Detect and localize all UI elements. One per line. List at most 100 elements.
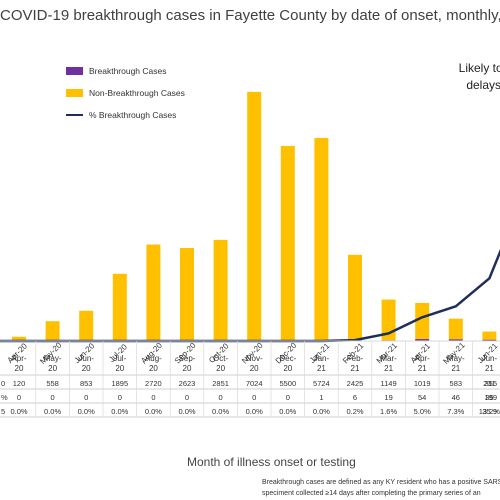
table-cell-breakthrough: 6 (353, 393, 357, 402)
table-header-year: 21 (451, 364, 460, 373)
table-cell-percent: 0.0% (10, 407, 27, 416)
table-header-year: 20 (250, 364, 259, 373)
table-header-month: Sep- (179, 354, 196, 363)
legend-swatch-non-breakthrough (66, 89, 83, 97)
table-cell-total: 5500 (279, 379, 296, 388)
table-header-year: 20 (149, 364, 158, 373)
table-cell-breakthrough: 1 (319, 393, 323, 402)
table-cell-percent: 0.0% (78, 407, 95, 416)
bar-non-breakthrough (180, 247, 194, 341)
table-cell-breakthrough: 0 (118, 393, 122, 402)
table-cell-breakthrough: 0 (286, 393, 290, 402)
bar-non-breakthrough (146, 244, 161, 341)
table-header-month: May- (44, 354, 62, 363)
bar-breakthrough (448, 339, 463, 341)
table-header-year: 20 (48, 364, 57, 373)
table-cell-percent: 0.0% (111, 407, 128, 416)
bar-non-breakthrough (314, 137, 329, 341)
bar-non-breakthrough (381, 299, 396, 341)
table-cell-breakthrough: 199 (484, 393, 497, 402)
bar-non-breakthrough (213, 239, 228, 341)
table-header-year: 21 (384, 364, 393, 373)
table-header-year: 20 (115, 364, 124, 373)
bar-non-breakthrough (247, 91, 262, 341)
table-cell-total: 120 (13, 379, 26, 388)
x-axis-title: Month of illness onset or testing (187, 455, 356, 469)
table-header-month: Apr- (415, 354, 430, 363)
table-cell-breakthrough: 0 (151, 393, 155, 402)
table-header-year: 21 (351, 364, 360, 373)
table-cell-total: 5724 (313, 379, 330, 388)
table-cell-total: 1019 (414, 379, 431, 388)
footnote-line-1: Breakthrough cases are defined as any KY… (262, 479, 500, 486)
table-cell-total: 231 (483, 379, 496, 388)
table-cell-total: 7024 (246, 379, 263, 388)
bar-breakthrough (415, 339, 430, 341)
table-edge-cell: % (1, 393, 8, 402)
table-cell-percent: 7.3% (447, 407, 464, 416)
table-edge-cell: 5 (1, 407, 5, 416)
table-cell-percent: 0.0% (246, 407, 263, 416)
table-cell-percent: 35.9 (482, 407, 497, 416)
table-header-year: 21 (418, 364, 427, 373)
table-header-month: Jan- (314, 354, 330, 363)
table-header-month: Jun- (482, 354, 498, 363)
table-header-month: Nov- (246, 354, 263, 363)
table-cell-percent: 0.2% (346, 407, 363, 416)
chart-title: COVID-19 breakthrough cases in Fayette C… (0, 7, 500, 24)
table-cell-total: 1895 (111, 379, 128, 388)
table-cell-percent: 0.0% (313, 407, 330, 416)
table-header-month: Jun- (78, 354, 94, 363)
table-cell-percent: 0.0% (279, 407, 296, 416)
table-cell-breakthrough: 0 (252, 393, 256, 402)
legend-label-breakthrough: Breakthrough Cases (89, 66, 167, 76)
legend-label-percent: % Breakthrough Cases (89, 110, 177, 120)
table-cell-total: 2720 (145, 379, 162, 388)
table-header-month: Jul- (113, 354, 126, 363)
table-cell-total: 853 (80, 379, 93, 388)
table-cell-percent: 5.0% (414, 407, 431, 416)
table-cell-total: 558 (46, 379, 59, 388)
table-edge-cell: 0 (1, 379, 5, 388)
annotation-line-1: Likely to inc (458, 61, 500, 75)
bar-non-breakthrough (415, 302, 430, 340)
table-cell-total: 2851 (212, 379, 229, 388)
table-cell-percent: 0.0% (212, 407, 229, 416)
table-header-month: Feb- (347, 354, 364, 363)
table-cell-percent: 0.0% (178, 407, 195, 416)
bar-non-breakthrough (280, 145, 295, 341)
table-header-month: May- (447, 354, 465, 363)
bar-non-breakthrough (12, 336, 26, 341)
bar-non-breakthrough (448, 318, 463, 340)
table-cell-breakthrough: 0 (185, 393, 189, 402)
table-header-year: 20 (283, 364, 292, 373)
table-cell-breakthrough: 0 (17, 393, 21, 402)
table-cell-total: 1149 (381, 379, 397, 388)
table-cell-total: 583 (450, 379, 463, 388)
table-header-year: 20 (82, 364, 91, 373)
table-header-year: 20 (15, 364, 24, 373)
bar-breakthrough (482, 339, 497, 341)
table-cell-total: 2425 (347, 379, 364, 388)
legend-swatch-percent (66, 114, 83, 116)
table-header-month: Mar- (380, 354, 397, 363)
legend-swatch-breakthrough (66, 67, 83, 75)
table-cell-breakthrough: 35 (485, 393, 493, 402)
table-cell-total: 2623 (179, 379, 196, 388)
chart-annotation: Likely to inc delays in (420, 60, 500, 94)
table-header-year: 20 (183, 364, 192, 373)
table-header-year: 21 (485, 364, 494, 373)
legend-label-non-breakthrough: Non-Breakthrough Cases (89, 88, 185, 98)
table-cell-percent: 13.2% (479, 407, 500, 416)
bar-non-breakthrough (348, 254, 362, 341)
bar-non-breakthrough (45, 321, 60, 341)
table-header-year: 21 (317, 364, 326, 373)
bar-non-breakthrough (482, 331, 497, 340)
table-header-year: 20 (216, 364, 225, 373)
bar-non-breakthrough (112, 273, 127, 341)
bar-non-breakthrough (79, 310, 94, 341)
table-cell-breakthrough: 0 (84, 393, 88, 402)
table-cell-breakthrough: 19 (384, 393, 392, 402)
table-cell-breakthrough: 46 (452, 393, 460, 402)
